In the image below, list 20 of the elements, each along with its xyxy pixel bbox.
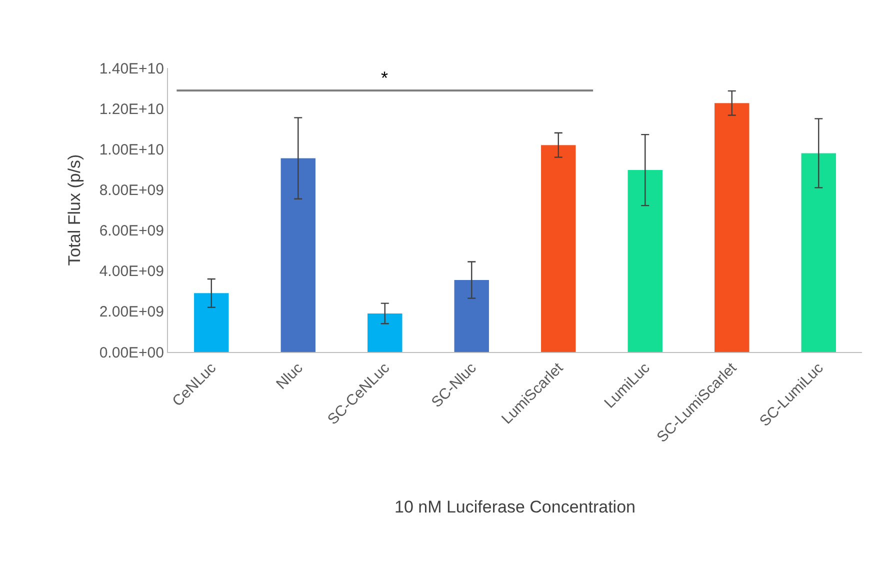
bar bbox=[714, 103, 750, 352]
y-tick-label: 1.00E+10 bbox=[99, 141, 164, 158]
bar bbox=[194, 293, 229, 352]
y-tick-label: 2.00E+09 bbox=[99, 304, 164, 321]
y-tick-label: 8.00E+09 bbox=[99, 182, 164, 199]
y-tick-label: 1.40E+10 bbox=[99, 60, 164, 78]
y-tick-label: 6.00E+09 bbox=[99, 222, 164, 240]
bar bbox=[628, 170, 662, 352]
bar bbox=[454, 280, 489, 352]
y-axis-title: Total Flux (p/s) bbox=[64, 154, 84, 266]
bar bbox=[280, 158, 316, 352]
y-tick-label: 1.20E+10 bbox=[99, 100, 164, 118]
bar bbox=[541, 145, 576, 352]
x-tick-label: Nluc bbox=[273, 359, 307, 393]
y-tick-label: 4.00E+09 bbox=[99, 263, 164, 280]
annotation: * bbox=[381, 68, 388, 88]
x-axis-title: 10 nM Luciferase Concentration bbox=[394, 497, 636, 516]
bar bbox=[801, 153, 836, 352]
y-tick-label: 0.00E+00 bbox=[99, 344, 164, 362]
bar bbox=[368, 313, 402, 352]
